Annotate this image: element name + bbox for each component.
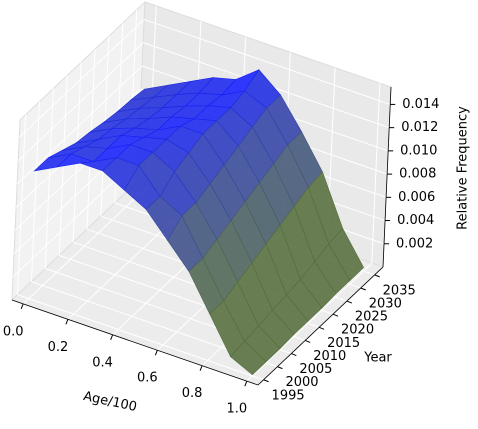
x-tick <box>154 350 158 356</box>
grid-line <box>144 18 391 105</box>
grid-line <box>22 185 149 305</box>
z-tick-label: 0.004 <box>397 213 434 228</box>
y-tick-label: 2005 <box>299 362 332 377</box>
grid-line <box>17 294 264 381</box>
y-tick-label: 2025 <box>355 310 388 325</box>
x-tick-label: 0.6 <box>137 371 158 386</box>
grid-line <box>371 83 381 264</box>
y-tick-label: 2000 <box>285 375 318 390</box>
x-tick <box>65 319 69 325</box>
y-tick <box>374 274 380 278</box>
y-tick <box>277 366 283 370</box>
grid-line <box>44 88 54 269</box>
axis-line <box>382 86 392 268</box>
y-tick-label: 2015 <box>327 336 360 351</box>
x-tick-label: 0.2 <box>48 340 69 355</box>
x-tick-label: 0.8 <box>182 386 203 401</box>
x-axis-label: Age/100 <box>82 389 138 415</box>
axis-line <box>11 299 259 386</box>
y-tick <box>318 326 325 330</box>
z-tick-label: 0.008 <box>399 167 436 182</box>
y-tick <box>346 300 353 304</box>
x-tick-label: 0.0 <box>3 324 24 339</box>
x-tick-label: 0.4 <box>92 355 113 370</box>
y-tick <box>263 379 269 383</box>
y-tick-label: 2010 <box>313 349 346 364</box>
y-tick-label: 2020 <box>341 323 374 338</box>
y-tick <box>360 287 366 291</box>
z-tick-label: 0.002 <box>396 236 433 251</box>
grid-line <box>30 101 40 282</box>
grid-line <box>18 19 145 138</box>
grid-line <box>246 262 373 382</box>
x-tick <box>199 365 203 371</box>
y-tick <box>332 313 339 317</box>
y-tick-label: 2030 <box>369 296 402 311</box>
y-tick <box>291 353 297 356</box>
z-tick-label: 0.012 <box>401 120 438 135</box>
x-tick <box>244 380 248 387</box>
y-tick <box>305 339 311 343</box>
z-axis-label: Relative Frequency <box>456 106 471 230</box>
x-tick <box>20 303 24 310</box>
surface-patch <box>230 340 267 376</box>
grid-line <box>16 65 143 185</box>
x-tick <box>110 334 114 340</box>
y-axis-label: Year <box>363 351 392 366</box>
grid-line <box>17 42 144 162</box>
grid-line <box>17 114 27 295</box>
z-tick-label: 0.010 <box>400 143 437 158</box>
axis-line <box>257 266 384 386</box>
z-tick-label: 0.006 <box>398 190 435 205</box>
y-tick-label: 2035 <box>383 283 416 298</box>
z-tick-label: 0.014 <box>402 97 439 112</box>
x-tick-label: 1.0 <box>226 402 247 417</box>
y-tick-label: 1995 <box>272 388 305 403</box>
